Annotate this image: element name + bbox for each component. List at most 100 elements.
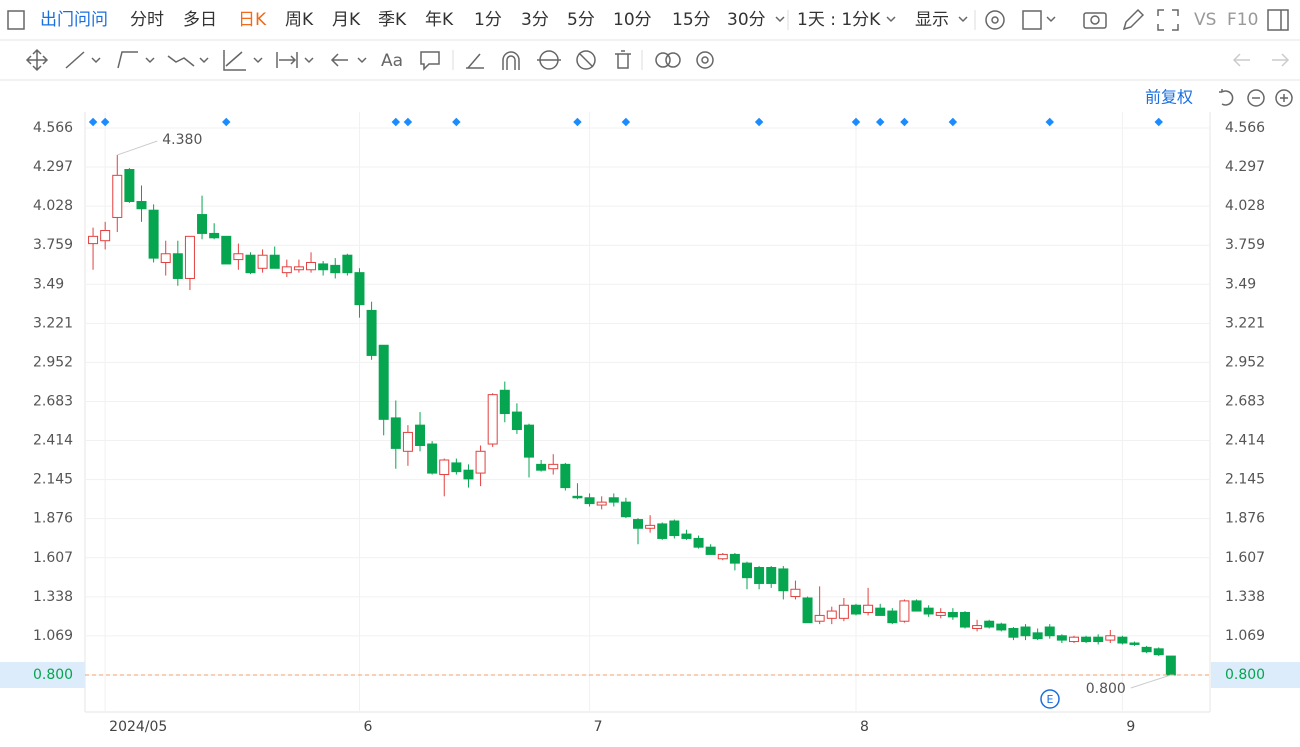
- event-diamond[interactable]: [100, 117, 110, 127]
- candle-body: [984, 620, 995, 628]
- event-diamond[interactable]: [403, 117, 413, 127]
- display[interactable]: 显示: [915, 10, 949, 30]
- last-price-box: [0, 661, 85, 688]
- line-icon[interactable]: [65, 51, 85, 69]
- measure-icon[interactable]: [276, 52, 298, 68]
- zoom-in[interactable]: [1275, 89, 1293, 107]
- arrow-icon[interactable]: [330, 53, 348, 67]
- candle-body: [717, 553, 728, 560]
- hide-icon[interactable]: [576, 50, 596, 70]
- candle-body: [1056, 635, 1067, 641]
- candle-body: [463, 469, 474, 480]
- note-icon[interactable]: [420, 51, 440, 71]
- candle-body: [560, 463, 571, 489]
- candle-body: [1008, 627, 1019, 638]
- candle-body: [875, 607, 886, 616]
- period-tab[interactable]: 5分: [567, 10, 595, 30]
- chevron: [304, 57, 314, 64]
- x-tick-label: 6: [363, 719, 372, 735]
- camera-icon: [1090, 15, 1100, 25]
- x-tick-label: 2024/05: [109, 719, 167, 735]
- period-tab[interactable]: 1分: [474, 10, 502, 30]
- channel-icon[interactable]: [117, 51, 138, 69]
- event-diamond[interactable]: [88, 117, 98, 127]
- redo-icon[interactable]: [1272, 53, 1290, 67]
- y-tick-label-right: 3.221: [1225, 315, 1265, 331]
- candle-body: [124, 169, 135, 202]
- chevron[interactable]: [775, 16, 785, 23]
- event-diamond[interactable]: [391, 117, 401, 127]
- period-tab[interactable]: 30分: [727, 10, 766, 30]
- settings-icon[interactable]: [696, 51, 714, 69]
- undo-icon[interactable]: [1232, 53, 1250, 67]
- settings-icon[interactable]: [985, 10, 1005, 30]
- period-tab[interactable]: 多日: [183, 10, 217, 30]
- magnet-icon[interactable]: [502, 51, 520, 70]
- period-tab[interactable]: 年K: [425, 10, 454, 30]
- period-tab[interactable]: 15分: [672, 10, 711, 30]
- pencil-icon[interactable]: [1122, 8, 1145, 31]
- wave-icon[interactable]: [167, 55, 195, 67]
- candle-body: [838, 604, 849, 619]
- candle-body: [1068, 636, 1079, 643]
- y-tick-label-right: 1.607: [1225, 550, 1265, 566]
- period-tab[interactable]: 10分: [613, 10, 652, 30]
- angle-icon[interactable]: [466, 53, 484, 69]
- adjust-mode[interactable]: 前复权: [1145, 88, 1193, 107]
- candle-body: [996, 623, 1007, 631]
- event-diamond[interactable]: [222, 117, 231, 127]
- text-tool[interactable]: Aa: [381, 51, 403, 71]
- hide-icon: [578, 52, 594, 68]
- panel-icon[interactable]: [1267, 9, 1289, 31]
- y-tick-label: 1.069: [33, 628, 73, 644]
- zoom-out[interactable]: [1247, 89, 1265, 107]
- candle-body: [427, 443, 438, 474]
- stock-name[interactable]: 出门问问: [40, 10, 108, 30]
- fullscreen-icon[interactable]: [1157, 9, 1179, 31]
- candle-body: [475, 450, 486, 474]
- camera-icon[interactable]: [1083, 12, 1107, 29]
- move-icon[interactable]: [25, 48, 49, 72]
- lock-icon[interactable]: [537, 50, 561, 70]
- square-icon[interactable]: [1022, 10, 1042, 30]
- y-tick-label-right: 2.683: [1225, 393, 1265, 409]
- candle-body: [826, 610, 837, 619]
- chevron[interactable]: [958, 16, 968, 23]
- chevron[interactable]: [886, 16, 896, 23]
- period-tab[interactable]: 季K: [378, 10, 407, 30]
- y-tick-label-right: 2.414: [1225, 433, 1265, 449]
- y-tick-label: 1.607: [33, 550, 73, 566]
- min-label: 0.800: [1086, 681, 1126, 697]
- period-tab[interactable]: 分时: [130, 10, 164, 30]
- interval[interactable]: 1天 : 1分K: [797, 10, 881, 30]
- candle-body: [366, 309, 377, 356]
- candle-body: [318, 263, 329, 271]
- event-diamond[interactable]: [452, 117, 461, 127]
- candle-body: [1141, 646, 1152, 653]
- candle-body: [754, 566, 765, 584]
- compare-icon[interactable]: [655, 52, 671, 68]
- candle-body: [281, 266, 292, 274]
- y-tick-label: 3.49: [33, 276, 64, 292]
- vs[interactable]: VS: [1194, 10, 1216, 30]
- candle-body: [584, 497, 595, 505]
- sidebar-icon[interactable]: [7, 10, 25, 30]
- y-tick-label: 1.338: [33, 589, 73, 605]
- period-tab[interactable]: 周K: [285, 10, 314, 30]
- period-tab[interactable]: 日K: [238, 10, 267, 30]
- candle-body: [729, 553, 740, 564]
- candle-body: [669, 520, 680, 537]
- settings-icon: [991, 16, 999, 24]
- period-tab[interactable]: 3分: [521, 10, 549, 30]
- delete-icon[interactable]: [615, 50, 631, 69]
- reset-icon[interactable]: [1219, 89, 1234, 106]
- chevron[interactable]: [1046, 16, 1056, 23]
- fib-icon[interactable]: [223, 50, 246, 71]
- candle-body: [850, 604, 861, 615]
- period-tab[interactable]: 月K: [332, 10, 361, 30]
- f10[interactable]: F10: [1227, 10, 1258, 30]
- candle-body: [390, 417, 401, 449]
- event-marker[interactable]: [1040, 689, 1060, 709]
